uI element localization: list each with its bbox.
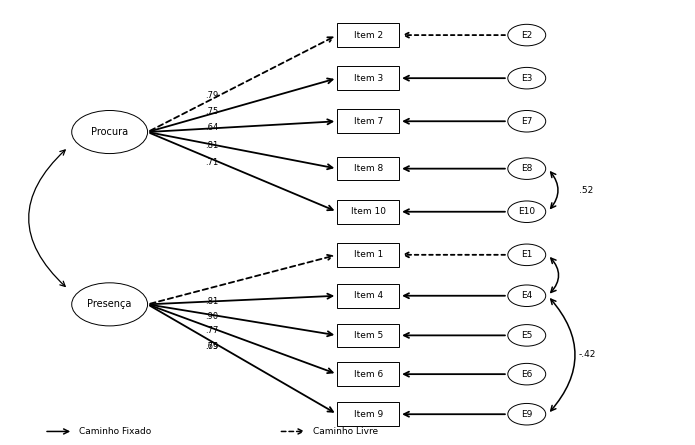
Ellipse shape: [508, 244, 546, 266]
Text: Presença: Presença: [88, 299, 132, 309]
Text: E1: E1: [521, 250, 532, 259]
Text: Caminho Fixado: Caminho Fixado: [79, 427, 151, 436]
Text: Item 5: Item 5: [354, 331, 383, 340]
FancyBboxPatch shape: [337, 402, 399, 426]
Text: Item 6: Item 6: [354, 370, 383, 379]
Ellipse shape: [508, 201, 546, 222]
Text: Item 10: Item 10: [351, 207, 386, 216]
FancyBboxPatch shape: [337, 362, 399, 386]
Ellipse shape: [508, 364, 546, 385]
Text: Item 1: Item 1: [354, 250, 383, 259]
FancyBboxPatch shape: [337, 23, 399, 47]
Text: .81: .81: [205, 296, 218, 306]
Text: .77: .77: [204, 326, 218, 336]
Text: Caminho Livre: Caminho Livre: [313, 427, 378, 436]
FancyBboxPatch shape: [337, 109, 399, 133]
Text: .81: .81: [205, 142, 218, 150]
Text: E10: E10: [518, 207, 535, 216]
Text: Item 2: Item 2: [354, 31, 383, 40]
Text: Item 8: Item 8: [354, 164, 383, 173]
Text: .79: .79: [205, 91, 218, 100]
Text: Item 4: Item 4: [354, 291, 383, 300]
Text: Item 7: Item 7: [354, 117, 383, 126]
FancyBboxPatch shape: [337, 66, 399, 90]
Text: E5: E5: [521, 331, 532, 340]
FancyBboxPatch shape: [337, 324, 399, 347]
Ellipse shape: [508, 24, 546, 46]
Text: E7: E7: [521, 117, 532, 126]
Text: -.42: -.42: [579, 351, 596, 360]
Text: E3: E3: [521, 74, 532, 83]
Ellipse shape: [508, 404, 546, 425]
Text: E2: E2: [521, 31, 532, 40]
Text: .90: .90: [205, 312, 218, 321]
Text: .69: .69: [205, 342, 218, 351]
Text: .71: .71: [205, 158, 218, 167]
Ellipse shape: [508, 324, 546, 346]
Ellipse shape: [508, 110, 546, 132]
Text: Item 3: Item 3: [354, 74, 383, 83]
Text: E8: E8: [521, 164, 532, 173]
Text: Procura: Procura: [91, 127, 128, 137]
Text: E9: E9: [521, 410, 532, 419]
FancyBboxPatch shape: [337, 284, 399, 307]
FancyBboxPatch shape: [337, 200, 399, 223]
Text: E6: E6: [521, 370, 532, 379]
Text: .52: .52: [579, 186, 593, 195]
Ellipse shape: [508, 158, 546, 179]
Text: .64: .64: [205, 123, 218, 133]
Text: E4: E4: [521, 291, 532, 300]
Ellipse shape: [508, 285, 546, 307]
Text: .75: .75: [205, 342, 218, 351]
FancyBboxPatch shape: [337, 157, 399, 181]
Ellipse shape: [72, 110, 147, 154]
Ellipse shape: [72, 283, 147, 326]
Text: .75: .75: [205, 107, 218, 116]
Text: Item 9: Item 9: [354, 410, 383, 419]
Ellipse shape: [508, 67, 546, 89]
FancyBboxPatch shape: [337, 243, 399, 267]
